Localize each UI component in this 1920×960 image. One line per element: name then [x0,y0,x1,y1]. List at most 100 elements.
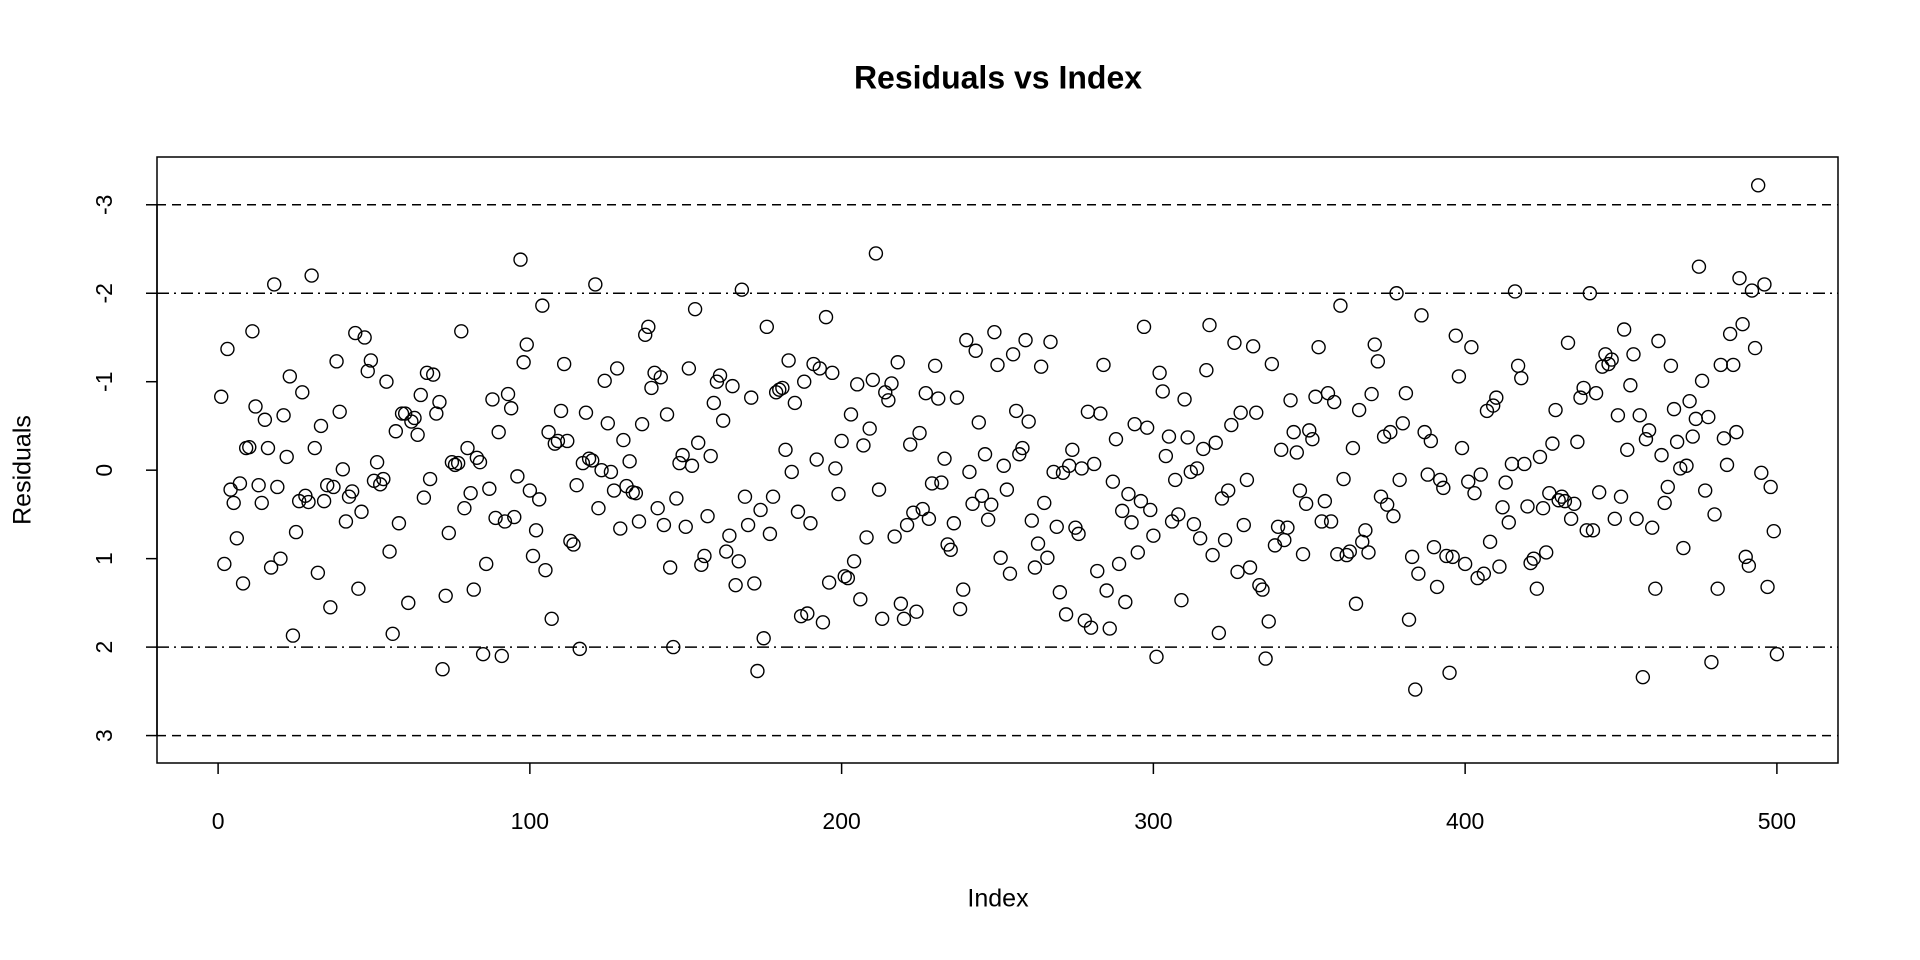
point [1358,523,1373,538]
point [1252,577,1267,593]
point [1669,434,1685,450]
point [229,531,245,546]
point [968,343,983,358]
point [251,478,266,493]
point [1323,514,1339,529]
point [1302,423,1317,438]
point [1423,433,1439,449]
point [1345,440,1361,456]
point [1317,493,1333,509]
point [921,511,937,527]
point [747,576,762,591]
point [881,393,896,408]
point [1560,335,1576,350]
point [790,504,806,519]
point [1754,465,1769,481]
point [1582,286,1598,301]
point [1211,625,1227,641]
point [1576,380,1591,396]
point [1461,474,1476,489]
point [1682,393,1697,409]
point [304,268,319,283]
point [1158,448,1174,464]
point [438,588,453,603]
point [837,569,852,584]
point [454,324,469,339]
point [1102,621,1117,636]
point [1657,495,1672,511]
point [1086,456,1102,472]
point [385,626,400,642]
point [581,451,597,466]
point [1398,386,1414,401]
point [482,481,497,496]
point [1673,461,1688,476]
point [475,646,491,662]
point [1192,531,1208,546]
point [1043,334,1058,350]
point [553,403,569,419]
point [800,606,815,621]
point [653,370,669,385]
point [980,512,996,527]
point [1021,414,1036,429]
point [931,391,946,406]
point [971,415,986,430]
point [846,554,862,569]
point [1722,326,1738,342]
point [563,533,578,549]
point [457,501,472,516]
point [245,324,260,339]
point [1208,435,1223,450]
point [578,405,594,420]
point [1616,322,1632,337]
point [1476,566,1492,581]
point [762,526,778,542]
point [943,542,958,557]
point [1270,519,1286,534]
point [1554,489,1569,504]
point [320,478,335,493]
point [1464,340,1479,355]
point [1641,423,1657,438]
point [1501,515,1516,530]
point [519,337,534,352]
point [934,475,949,490]
point [1601,356,1616,372]
point [1526,551,1541,566]
point [1766,524,1781,539]
point [1732,271,1747,286]
x-tick-label: 400 [1446,808,1484,834]
point [254,495,269,511]
point [1083,620,1099,635]
point [815,615,831,630]
point [560,433,575,449]
point [1286,424,1301,440]
point [1635,669,1651,685]
point [1454,440,1470,456]
point [1264,356,1280,372]
point [662,560,678,575]
point [1018,332,1033,348]
point [1136,319,1152,335]
point [628,485,644,501]
point [1473,467,1488,482]
point [525,548,541,564]
point [1495,500,1510,515]
point [1386,508,1401,524]
x-axis-label: Index [967,885,1029,913]
point [1735,317,1750,332]
point [1660,479,1675,495]
point [706,395,722,411]
point [354,504,369,519]
point [831,486,846,502]
point [357,330,372,345]
point [722,528,737,543]
point [1242,560,1258,575]
point [965,496,980,511]
point [1404,549,1420,565]
point [1445,549,1460,565]
y-tick-label: -1 [91,371,117,391]
point [1442,665,1457,680]
x-tick-label: 0 [212,808,225,834]
